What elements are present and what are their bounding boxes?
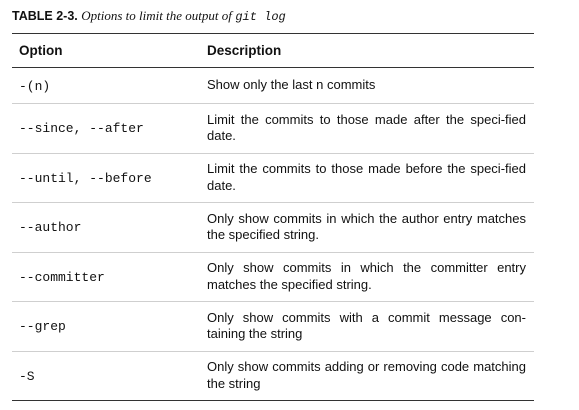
description-cell: Limit the commits to those made before t… — [207, 161, 526, 193]
description-cell: Only show commits adding or removing cod… — [207, 359, 526, 391]
option-cell: --until, --before — [19, 170, 152, 186]
option-cell: --committer — [19, 269, 105, 285]
description-cell: Only show commits with a commit message … — [207, 309, 526, 342]
option-cell: --author — [19, 220, 82, 236]
option-cell: -(n) — [19, 78, 51, 94]
table-row: --since, --after Limit the commits to th… — [12, 104, 534, 154]
caption-code: git log — [235, 10, 286, 24]
caption-text: Options to limit the output of — [81, 8, 232, 23]
option-cell: --since, --after — [19, 121, 144, 137]
table-row: --author Only show commits in which the … — [12, 203, 534, 253]
options-table: Option Description -(n) Show only the la… — [12, 33, 534, 401]
table-caption: TABLE 2-3. Options to limit the output o… — [12, 8, 286, 25]
table-row: -(n) Show only the last n commits — [12, 68, 534, 104]
table-body: -(n) Show only the last n commits --sinc… — [12, 68, 534, 400]
table-row: --committer Only show commits in which t… — [12, 253, 534, 302]
caption-label: TABLE 2-3. — [12, 9, 78, 23]
table-row: --until, --before Limit the commits to t… — [12, 154, 534, 203]
table-header-row: Option Description — [12, 34, 534, 68]
description-cell: Only show commits in which the committer… — [207, 260, 526, 292]
table-row: -S Only show commits adding or removing … — [12, 352, 534, 401]
description-cell: Limit the commits to those made after th… — [207, 111, 526, 144]
description-cell: Only show commits in which the author en… — [207, 210, 526, 243]
description-cell: Show only the last n commits — [207, 77, 376, 93]
option-cell: --grep — [19, 319, 66, 335]
table-row: --grep Only show commits with a commit m… — [12, 302, 534, 352]
header-description: Description — [207, 43, 282, 58]
option-cell: -S — [19, 368, 35, 384]
header-option: Option — [19, 43, 63, 58]
